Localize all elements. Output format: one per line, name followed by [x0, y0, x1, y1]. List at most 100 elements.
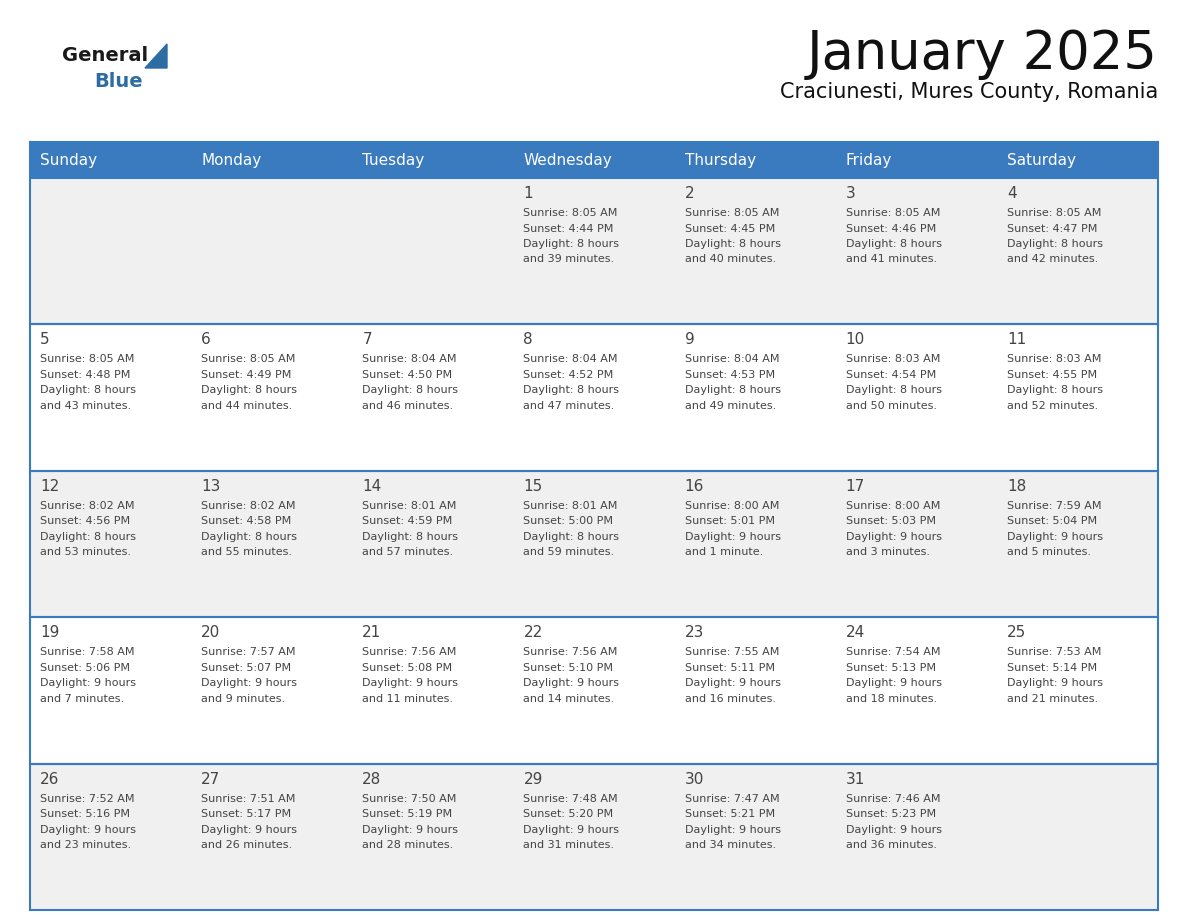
Text: and 16 minutes.: and 16 minutes.	[684, 694, 776, 704]
Text: Wednesday: Wednesday	[524, 152, 612, 167]
Text: Sunrise: 8:04 AM: Sunrise: 8:04 AM	[684, 354, 779, 364]
Text: Sunset: 5:20 PM: Sunset: 5:20 PM	[524, 809, 613, 819]
Text: Sunrise: 8:02 AM: Sunrise: 8:02 AM	[201, 501, 296, 510]
Text: 8: 8	[524, 332, 533, 347]
Text: and 21 minutes.: and 21 minutes.	[1007, 694, 1098, 704]
Text: Sunset: 5:23 PM: Sunset: 5:23 PM	[846, 809, 936, 819]
Text: Daylight: 8 hours: Daylight: 8 hours	[524, 239, 619, 249]
Text: Daylight: 9 hours: Daylight: 9 hours	[684, 678, 781, 688]
Text: Daylight: 9 hours: Daylight: 9 hours	[846, 678, 942, 688]
Text: Tuesday: Tuesday	[362, 152, 424, 167]
Text: Sunrise: 7:52 AM: Sunrise: 7:52 AM	[40, 793, 134, 803]
Text: Sunrise: 7:56 AM: Sunrise: 7:56 AM	[524, 647, 618, 657]
Text: Daylight: 8 hours: Daylight: 8 hours	[40, 532, 135, 542]
Text: Sunrise: 8:05 AM: Sunrise: 8:05 AM	[1007, 208, 1101, 218]
Text: Daylight: 9 hours: Daylight: 9 hours	[201, 678, 297, 688]
Text: Sunset: 4:48 PM: Sunset: 4:48 PM	[40, 370, 131, 380]
Text: Daylight: 8 hours: Daylight: 8 hours	[524, 386, 619, 396]
Text: Sunrise: 8:05 AM: Sunrise: 8:05 AM	[40, 354, 134, 364]
Text: and 39 minutes.: and 39 minutes.	[524, 254, 614, 264]
Text: Sunrise: 7:55 AM: Sunrise: 7:55 AM	[684, 647, 779, 657]
Text: Sunset: 4:49 PM: Sunset: 4:49 PM	[201, 370, 291, 380]
Text: Sunset: 5:14 PM: Sunset: 5:14 PM	[1007, 663, 1097, 673]
Text: Daylight: 8 hours: Daylight: 8 hours	[846, 239, 942, 249]
Text: and 36 minutes.: and 36 minutes.	[846, 840, 936, 850]
Text: 5: 5	[40, 332, 50, 347]
Text: Sunset: 4:53 PM: Sunset: 4:53 PM	[684, 370, 775, 380]
Text: Sunrise: 7:47 AM: Sunrise: 7:47 AM	[684, 793, 779, 803]
Text: 29: 29	[524, 772, 543, 787]
Text: Sunrise: 7:56 AM: Sunrise: 7:56 AM	[362, 647, 456, 657]
Text: Sunset: 4:58 PM: Sunset: 4:58 PM	[201, 516, 291, 526]
Text: Sunday: Sunday	[40, 152, 97, 167]
Text: Sunrise: 8:05 AM: Sunrise: 8:05 AM	[524, 208, 618, 218]
Text: 10: 10	[846, 332, 865, 347]
Text: Sunset: 4:52 PM: Sunset: 4:52 PM	[524, 370, 614, 380]
Text: Sunrise: 7:53 AM: Sunrise: 7:53 AM	[1007, 647, 1101, 657]
Text: and 7 minutes.: and 7 minutes.	[40, 694, 124, 704]
Text: Sunset: 4:44 PM: Sunset: 4:44 PM	[524, 223, 614, 233]
Text: 13: 13	[201, 479, 221, 494]
Text: Sunrise: 7:50 AM: Sunrise: 7:50 AM	[362, 793, 456, 803]
Text: and 11 minutes.: and 11 minutes.	[362, 694, 454, 704]
Text: 27: 27	[201, 772, 221, 787]
Text: 11: 11	[1007, 332, 1026, 347]
Text: and 49 minutes.: and 49 minutes.	[684, 401, 776, 411]
Text: Sunset: 5:08 PM: Sunset: 5:08 PM	[362, 663, 453, 673]
Text: Daylight: 8 hours: Daylight: 8 hours	[362, 386, 459, 396]
Text: Sunrise: 7:48 AM: Sunrise: 7:48 AM	[524, 793, 618, 803]
Text: 23: 23	[684, 625, 704, 640]
Text: Sunset: 5:19 PM: Sunset: 5:19 PM	[362, 809, 453, 819]
Text: Sunrise: 7:59 AM: Sunrise: 7:59 AM	[1007, 501, 1101, 510]
Text: Saturday: Saturday	[1007, 152, 1076, 167]
Text: 16: 16	[684, 479, 704, 494]
Text: Daylight: 9 hours: Daylight: 9 hours	[524, 678, 619, 688]
Text: Daylight: 9 hours: Daylight: 9 hours	[846, 824, 942, 834]
Text: and 26 minutes.: and 26 minutes.	[201, 840, 292, 850]
Bar	[30, 142, 1158, 178]
Text: Sunset: 5:00 PM: Sunset: 5:00 PM	[524, 516, 613, 526]
Text: and 46 minutes.: and 46 minutes.	[362, 401, 454, 411]
Text: Daylight: 9 hours: Daylight: 9 hours	[201, 824, 297, 834]
Text: 24: 24	[846, 625, 865, 640]
Text: Sunset: 5:21 PM: Sunset: 5:21 PM	[684, 809, 775, 819]
Text: and 44 minutes.: and 44 minutes.	[201, 401, 292, 411]
Text: Daylight: 8 hours: Daylight: 8 hours	[684, 239, 781, 249]
Text: Daylight: 9 hours: Daylight: 9 hours	[684, 532, 781, 542]
Text: Sunrise: 8:01 AM: Sunrise: 8:01 AM	[362, 501, 456, 510]
Text: and 55 minutes.: and 55 minutes.	[201, 547, 292, 557]
Text: Daylight: 9 hours: Daylight: 9 hours	[1007, 532, 1102, 542]
Text: and 57 minutes.: and 57 minutes.	[362, 547, 454, 557]
Text: Sunset: 5:04 PM: Sunset: 5:04 PM	[1007, 516, 1097, 526]
Text: Sunrise: 8:05 AM: Sunrise: 8:05 AM	[684, 208, 779, 218]
Text: Sunset: 4:56 PM: Sunset: 4:56 PM	[40, 516, 131, 526]
Text: Daylight: 8 hours: Daylight: 8 hours	[201, 532, 297, 542]
Text: and 50 minutes.: and 50 minutes.	[846, 401, 936, 411]
Text: Sunset: 5:17 PM: Sunset: 5:17 PM	[201, 809, 291, 819]
Bar	[30, 617, 1158, 764]
Text: Sunset: 4:47 PM: Sunset: 4:47 PM	[1007, 223, 1098, 233]
Text: Sunset: 5:16 PM: Sunset: 5:16 PM	[40, 809, 129, 819]
Text: 25: 25	[1007, 625, 1026, 640]
Text: 9: 9	[684, 332, 694, 347]
Text: Sunset: 4:46 PM: Sunset: 4:46 PM	[846, 223, 936, 233]
Text: Sunrise: 8:02 AM: Sunrise: 8:02 AM	[40, 501, 134, 510]
Text: and 14 minutes.: and 14 minutes.	[524, 694, 614, 704]
Text: and 28 minutes.: and 28 minutes.	[362, 840, 454, 850]
Text: 7: 7	[362, 332, 372, 347]
Bar	[30, 764, 1158, 910]
Text: and 42 minutes.: and 42 minutes.	[1007, 254, 1098, 264]
Text: and 9 minutes.: and 9 minutes.	[201, 694, 285, 704]
Text: 30: 30	[684, 772, 704, 787]
Text: Sunrise: 8:00 AM: Sunrise: 8:00 AM	[846, 501, 940, 510]
Text: Daylight: 8 hours: Daylight: 8 hours	[1007, 239, 1102, 249]
Text: Sunset: 5:13 PM: Sunset: 5:13 PM	[846, 663, 936, 673]
Text: Daylight: 9 hours: Daylight: 9 hours	[362, 824, 459, 834]
Text: and 31 minutes.: and 31 minutes.	[524, 840, 614, 850]
Text: Sunset: 5:03 PM: Sunset: 5:03 PM	[846, 516, 936, 526]
Text: 31: 31	[846, 772, 865, 787]
Text: Daylight: 9 hours: Daylight: 9 hours	[40, 678, 135, 688]
Text: Sunrise: 7:58 AM: Sunrise: 7:58 AM	[40, 647, 134, 657]
Text: Sunrise: 8:05 AM: Sunrise: 8:05 AM	[201, 354, 296, 364]
Text: Sunrise: 8:04 AM: Sunrise: 8:04 AM	[362, 354, 456, 364]
